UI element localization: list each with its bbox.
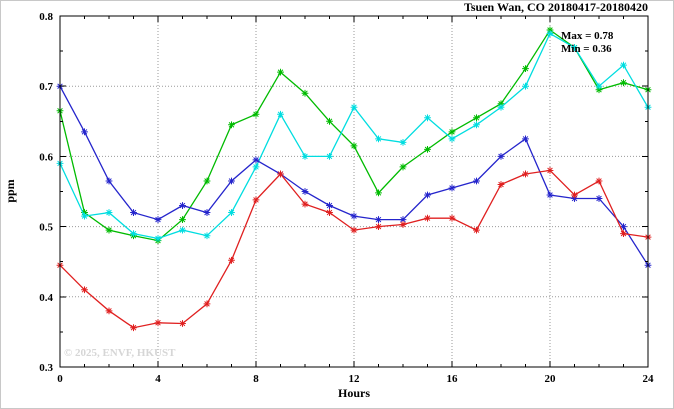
y-tick-label: 0.3 — [39, 362, 53, 374]
x-tick-label: 8 — [253, 373, 259, 385]
min-annotation: Min = 0.36 — [561, 43, 612, 55]
x-tick-label: 12 — [349, 373, 361, 385]
x-axis-label: Hours — [338, 386, 370, 400]
y-axis-label: ppm — [3, 179, 17, 202]
axis-layer — [59, 15, 649, 368]
x-tick-label: 4 — [155, 373, 161, 385]
x-tick-label: 24 — [643, 373, 655, 385]
x-tick-label: 20 — [545, 373, 557, 385]
series-layer — [56, 26, 652, 332]
x-tick-label: 0 — [57, 373, 63, 385]
y-tick-label: 0.8 — [39, 11, 53, 23]
y-tick-label: 0.5 — [39, 222, 53, 234]
tick-label-layer: 0 4 8 12 16 20 24 0.3 0.4 0.5 0.6 0.7 0.8 — [39, 11, 654, 385]
grid-layer — [60, 16, 648, 367]
x-tick-label: 16 — [447, 373, 459, 385]
plot-border — [59, 15, 649, 368]
series-markers-red — [56, 167, 652, 332]
chart-title: Tsuen Wan, CO 20180417-20180420 — [464, 0, 648, 14]
y-tick-label: 0.4 — [39, 292, 53, 304]
watermark: © 2025, ENVF, HKUST — [64, 347, 176, 359]
y-tick-label: 0.7 — [39, 81, 53, 93]
y-tick-label: 0.6 — [39, 151, 53, 163]
max-annotation: Max = 0.78 — [561, 30, 614, 42]
